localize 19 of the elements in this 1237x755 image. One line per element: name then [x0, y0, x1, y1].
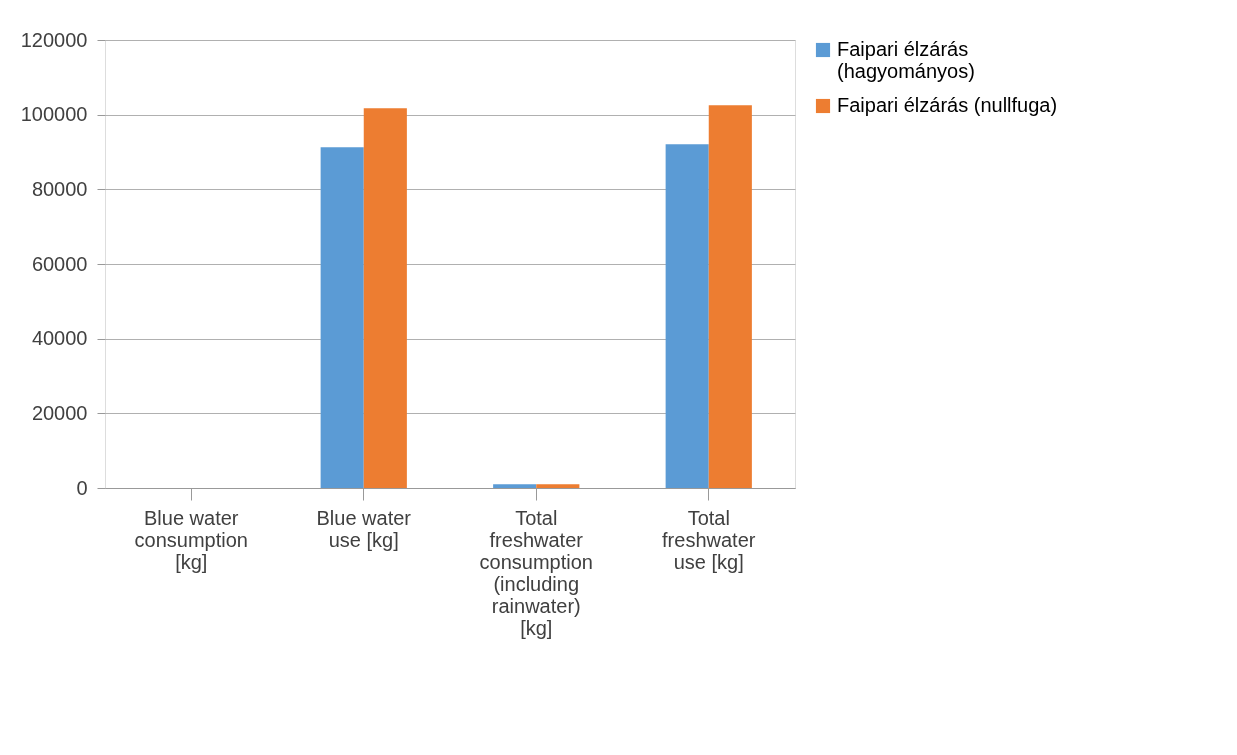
legend-label: Faipari élzárás (hagyományos): [837, 38, 975, 82]
y-tick-label: 120000: [20, 28, 88, 51]
bar: [536, 484, 580, 488]
legend-label: Faipari élzárás (nullfuga): [837, 94, 1058, 116]
bar: [708, 105, 752, 488]
bar: [493, 484, 537, 488]
x-tick-label: Blue water consumption [kg]: [134, 506, 248, 573]
y-tick-label: 20000: [31, 401, 88, 424]
y-tick-label: 0: [76, 476, 88, 499]
x-tick-label: Blue water use [kg]: [316, 506, 412, 551]
y-tick-label: 40000: [31, 327, 88, 350]
y-tick-label: 60000: [31, 252, 88, 275]
x-tick-label: Total freshwater use [kg]: [662, 506, 756, 573]
x-tick-label: Total freshwater consumption (including rainwater) [kg]: [479, 506, 593, 639]
bar: [320, 147, 364, 488]
bar: [363, 108, 407, 488]
bar: [665, 144, 709, 488]
y-tick-label: 100000: [20, 103, 88, 126]
y-tick-label: 80000: [31, 177, 88, 200]
